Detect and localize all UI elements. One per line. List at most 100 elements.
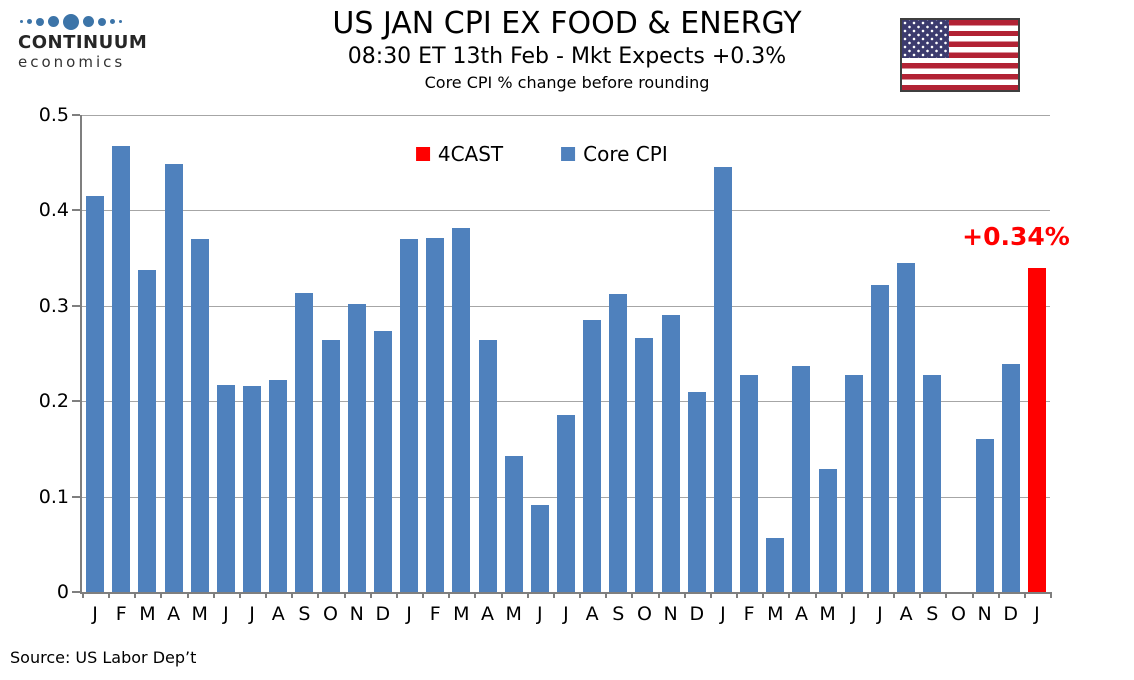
x-axis-label: N [977,603,992,625]
gridline [82,305,1050,307]
bar-9-S [295,293,314,592]
x-axis-label: J [406,603,412,625]
bar-18-J [530,505,549,592]
logo-dot-icon [98,17,106,26]
x-axis-label: M [139,603,156,625]
y-axis-label: 0 [56,581,69,603]
source-note: Source: US Labor Dep’t [10,648,197,667]
x-axis-tick [657,592,660,598]
bar-33-S [923,375,942,592]
x-axis-tick [788,592,791,598]
x-axis-tick [212,592,215,598]
page-subtitle-note: Core CPI % change before rounding [424,73,710,92]
x-axis-tick [134,592,137,598]
x-axis-tick [736,592,739,598]
logo-dot-icon [20,20,23,23]
x-axis-tick [343,592,346,598]
x-axis-tick [919,592,922,598]
continuum-dots-icon [20,13,147,30]
x-axis-label: N [663,603,678,625]
x-axis-tick [395,592,398,598]
x-axis-tick [1023,592,1026,598]
y-axis-tick [72,114,80,116]
x-axis-label: F [115,603,127,625]
bar-2-F [112,146,131,592]
y-axis-label: 0.5 [38,104,69,126]
x-axis-label: O [950,603,966,625]
x-axis-tick [82,592,84,598]
bar-32-A [897,262,916,592]
bar-7-J [243,385,262,592]
x-axis-label: O [636,603,652,625]
x-axis-label: A [585,603,599,625]
x-axis-tick [814,592,817,598]
x-axis-tick [762,592,765,598]
y-axis-tick [72,591,80,593]
flag-canton [902,20,949,58]
x-axis-tick [945,592,948,598]
bar-30-J [844,374,863,592]
gridline [82,210,1050,212]
x-axis-tick [448,592,451,598]
bar-36-D [1001,364,1020,592]
bar-24-D [687,391,706,592]
x-axis-tick [474,592,477,598]
bar-15-M [452,227,471,592]
x-axis-tick [631,592,634,598]
bar-37-J [1027,267,1046,592]
x-axis-tick [186,592,189,598]
y-axis-label: 0.3 [38,294,69,317]
x-axis-tick [893,592,896,598]
bar-1-J [86,196,105,592]
bar-4-A [164,163,183,592]
x-axis-label: M [819,603,836,625]
bar-19-J [557,414,575,592]
bar-16-A [478,340,497,592]
bar-11-N [347,303,366,592]
logo-subname: economics [18,53,126,71]
gridline [82,401,1050,403]
x-axis-tick [238,592,241,598]
x-axis-label: J [537,603,543,625]
x-axis-tick [317,592,320,598]
bar-17-M [504,455,523,592]
x-axis-tick [1050,592,1052,598]
bar-5-M [190,239,209,592]
x-axis-tick [369,592,372,598]
x-axis-label: A [271,603,285,625]
x-axis-tick [840,592,843,598]
logo-dot-icon [27,19,32,24]
y-axis-label: 0.2 [38,390,69,413]
y-axis-tick [72,304,80,307]
bar-28-A [792,365,811,592]
bar-6-J [216,384,235,592]
x-axis-label: A [481,603,494,625]
x-axis-label: M [191,603,208,625]
y-axis-tick [72,495,80,498]
x-axis-label: J [1034,603,1040,625]
bar-25-J [713,166,732,592]
bar-3-M [138,269,157,592]
logo-dot-icon [110,19,115,24]
x-axis-label: S [612,603,625,625]
bar-14-F [426,238,445,592]
x-axis-label: J [92,603,98,625]
continuum-logo: CONTINUUM economics [18,13,147,71]
legend-label: Core CPI [583,142,668,166]
page-subtitle: 08:30 ET 13th Feb - Mkt Expects +0.3% [347,44,787,69]
title-block: US JAN CPI EX FOOD & ENERGY 08:30 ET 13t… [130,6,1004,93]
logo-name: CONTINUUM [18,32,148,53]
legend-label: 4CAST [437,142,504,166]
x-axis-label: O [323,603,339,625]
x-axis-tick [422,592,425,598]
x-axis-label: S [926,603,939,625]
x-axis-label: D [375,603,391,625]
bar-12-D [373,330,392,592]
x-axis-label: M [505,603,522,625]
y-axis-tick [72,209,80,212]
x-axis-tick [108,592,111,598]
bar-31-J [870,284,889,592]
x-axis-label: J [563,603,569,625]
page-title: US JAN CPI EX FOOD & ENERGY [332,6,802,41]
